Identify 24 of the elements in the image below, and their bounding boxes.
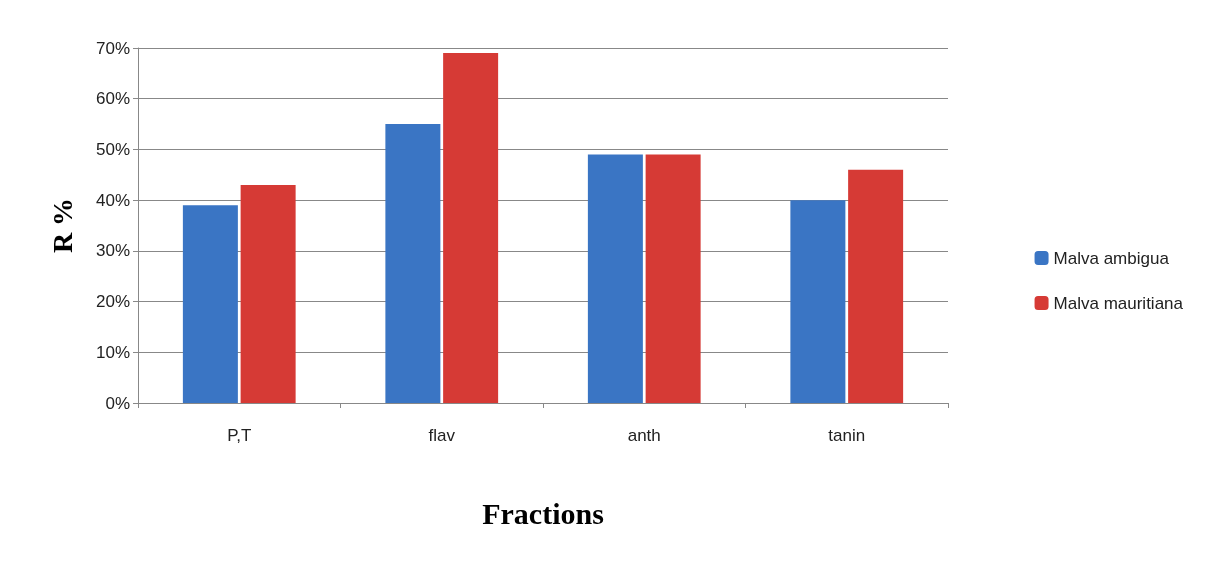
y-tick-label: 20% — [95, 292, 130, 312]
y-axis-title: R % — [46, 197, 78, 254]
x-tick-label: flav — [428, 426, 456, 445]
bar — [443, 53, 499, 403]
x-tick-label: tanin — [828, 426, 866, 445]
x-axis-title: Fractions — [482, 496, 604, 530]
y-tick-label: 10% — [95, 342, 130, 362]
y-tick-label: 40% — [95, 190, 130, 210]
x-tick-label: P,T — [227, 426, 252, 445]
y-tick-label: 30% — [95, 241, 130, 261]
bar — [587, 154, 643, 403]
bar — [645, 154, 701, 403]
y-tick-label: 50% — [95, 139, 130, 159]
y-tick-label: 60% — [95, 89, 130, 109]
bar — [182, 205, 238, 403]
y-tick-label: 0% — [105, 393, 130, 413]
bar — [385, 124, 441, 403]
y-tick-label: 70% — [95, 38, 130, 58]
legend-label: Malva mauritiana — [1053, 293, 1184, 313]
bar — [240, 184, 296, 403]
bar — [790, 200, 846, 403]
bar — [848, 169, 904, 403]
x-tick-label: anth — [627, 426, 661, 445]
legend-label: Malva ambigua — [1053, 248, 1170, 268]
